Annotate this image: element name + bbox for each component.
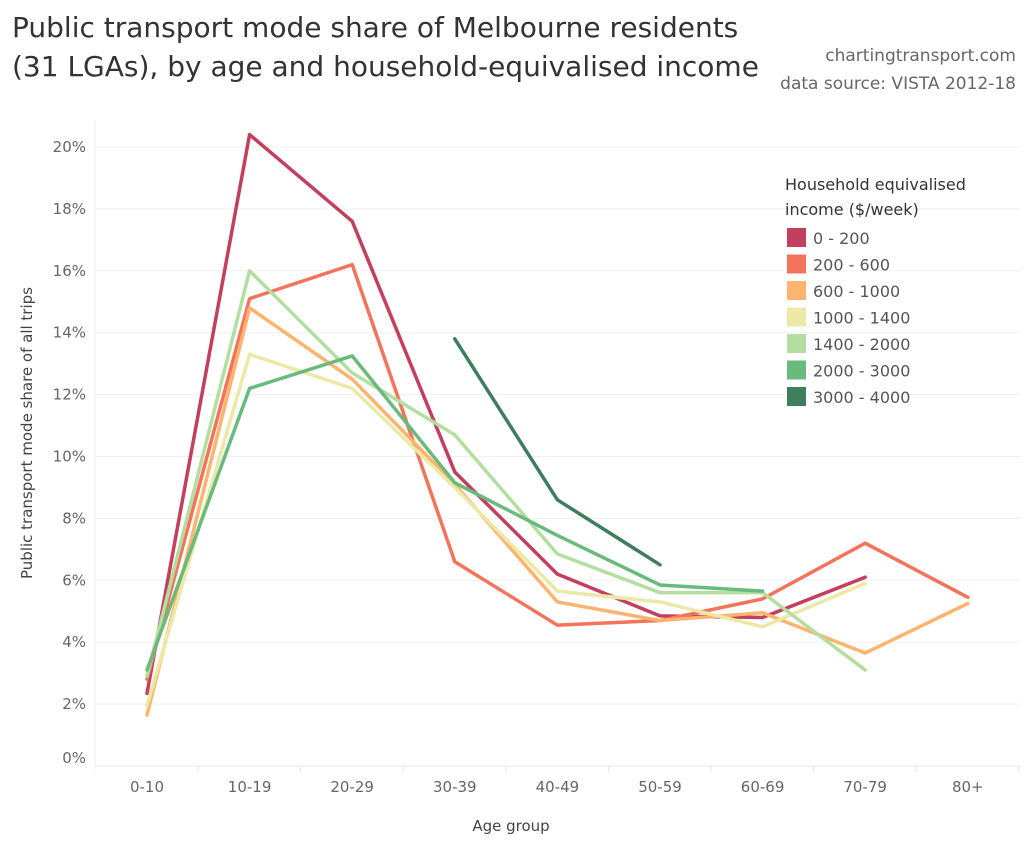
series-line-3000-4000 — [453, 337, 662, 567]
y-axis-title: Public transport mode share of all trips — [18, 287, 36, 579]
legend-swatch — [787, 281, 806, 300]
y-tick-label: 10% — [53, 448, 86, 466]
legend-label: 0 - 200 — [813, 229, 870, 248]
y-tick-label: 14% — [53, 324, 86, 342]
x-tick-label: 60-69 — [741, 778, 785, 796]
legend-label: 200 - 600 — [813, 256, 890, 275]
series-line-1000-1400 — [145, 352, 867, 708]
y-tick-label: 18% — [53, 200, 86, 218]
legend-swatch — [787, 387, 806, 406]
x-tick-label: 20-29 — [330, 778, 374, 796]
legend-label: 1400 - 2000 — [813, 335, 910, 354]
x-tick-label: 80+ — [952, 778, 984, 796]
series-line-2000-3000 — [145, 354, 765, 672]
series-line-0-200 — [145, 132, 867, 696]
y-tick-label: 0% — [62, 749, 86, 767]
y-tick-label: 6% — [62, 571, 86, 589]
x-tick-label: 40-49 — [536, 778, 580, 796]
legend-swatch — [787, 360, 806, 380]
x-tick-label: 50-59 — [638, 778, 682, 796]
legend-title: income ($/week) — [785, 200, 919, 219]
y-tick-label: 20% — [53, 138, 86, 156]
y-tick-label: 2% — [62, 695, 86, 713]
legend-swatch — [787, 334, 806, 353]
legend-label: 3000 - 4000 — [813, 388, 910, 407]
y-tick-label: 8% — [62, 509, 86, 527]
x-tick-label: 10-19 — [228, 778, 272, 796]
y-tick-label: 16% — [53, 262, 86, 280]
data-source: data source: VISTA 2012-18 — [780, 74, 1016, 94]
legend-title: Household equivalised — [785, 175, 966, 194]
legend-swatch — [787, 254, 806, 274]
x-axis-title: Age group — [472, 817, 549, 835]
chart-title: Public transport mode share of Melbourne… — [12, 11, 759, 83]
legend-swatch — [787, 228, 806, 247]
series-line-1400-2000 — [145, 269, 867, 678]
site-credit: chartingtransport.com — [825, 46, 1016, 66]
x-tick-label: 70-79 — [843, 778, 887, 796]
legend-swatch — [787, 307, 806, 327]
series-line-600-1000 — [145, 306, 970, 717]
y-tick-label: 12% — [53, 386, 86, 404]
legend-label: 1000 - 1400 — [813, 309, 910, 328]
series-line-200-600 — [145, 262, 970, 682]
legend-label: 2000 - 3000 — [813, 362, 910, 381]
x-tick-label: 0-10 — [130, 778, 164, 796]
y-tick-label: 4% — [62, 633, 86, 651]
legend-label: 600 - 1000 — [813, 282, 900, 301]
x-tick-label: 30-39 — [433, 778, 477, 796]
